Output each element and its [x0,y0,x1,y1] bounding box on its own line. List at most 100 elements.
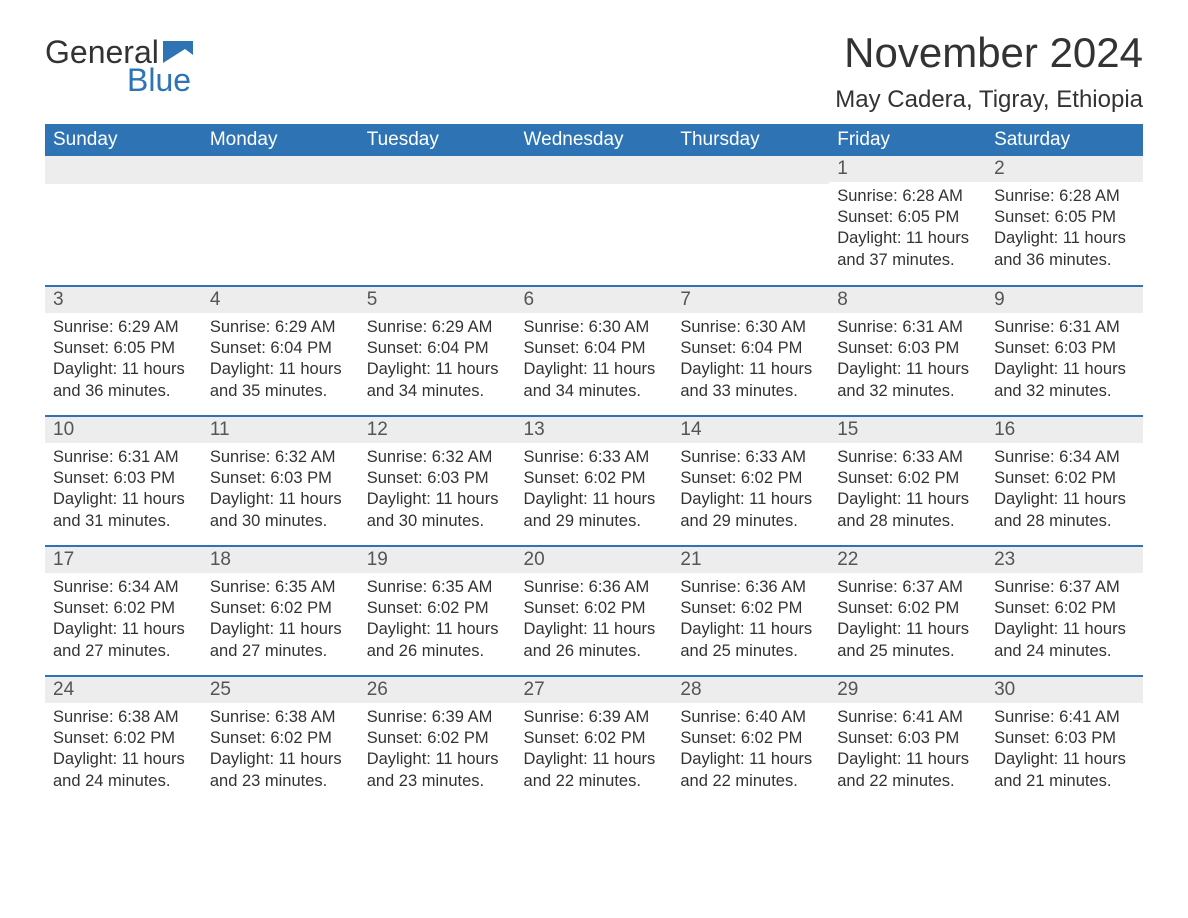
calendar-day-cell: 26Sunrise: 6:39 AMSunset: 6:02 PMDayligh… [359,676,516,806]
calendar-day-cell: 23Sunrise: 6:37 AMSunset: 6:02 PMDayligh… [986,546,1143,676]
calendar-day-cell: 17Sunrise: 6:34 AMSunset: 6:02 PMDayligh… [45,546,202,676]
daylight-line: Daylight: 11 hours and 27 minutes. [53,619,194,661]
day-details: Sunrise: 6:32 AMSunset: 6:03 PMDaylight:… [202,443,359,539]
day-number: 13 [516,417,673,443]
sunrise-line: Sunrise: 6:37 AM [994,577,1135,598]
sunset-line: Sunset: 6:02 PM [524,598,665,619]
day-number: 9 [986,287,1143,313]
sunrise-line: Sunrise: 6:41 AM [994,707,1135,728]
daylight-line: Daylight: 11 hours and 30 minutes. [210,489,351,531]
sunrise-line: Sunrise: 6:38 AM [53,707,194,728]
sunset-line: Sunset: 6:03 PM [210,468,351,489]
sunset-line: Sunset: 6:02 PM [524,728,665,749]
day-number: 1 [829,156,986,182]
sunset-line: Sunset: 6:02 PM [994,598,1135,619]
empty-day-bar [672,156,829,184]
sunset-line: Sunset: 6:03 PM [994,338,1135,359]
sunset-line: Sunset: 6:02 PM [680,598,821,619]
day-number: 10 [45,417,202,443]
calendar-week-row: 3Sunrise: 6:29 AMSunset: 6:05 PMDaylight… [45,286,1143,416]
sunrise-line: Sunrise: 6:36 AM [680,577,821,598]
sunrise-line: Sunrise: 6:30 AM [524,317,665,338]
sunset-line: Sunset: 6:02 PM [524,468,665,489]
day-details: Sunrise: 6:39 AMSunset: 6:02 PMDaylight:… [516,703,673,799]
daylight-line: Daylight: 11 hours and 22 minutes. [524,749,665,791]
calendar-week-row: 24Sunrise: 6:38 AMSunset: 6:02 PMDayligh… [45,676,1143,806]
sunrise-line: Sunrise: 6:32 AM [210,447,351,468]
daylight-line: Daylight: 11 hours and 25 minutes. [680,619,821,661]
weekday-header: Tuesday [359,124,516,156]
daylight-line: Daylight: 11 hours and 22 minutes. [680,749,821,791]
day-details: Sunrise: 6:38 AMSunset: 6:02 PMDaylight:… [202,703,359,799]
sunrise-line: Sunrise: 6:40 AM [680,707,821,728]
day-details: Sunrise: 6:31 AMSunset: 6:03 PMDaylight:… [986,313,1143,409]
day-details: Sunrise: 6:28 AMSunset: 6:05 PMDaylight:… [986,182,1143,278]
day-details: Sunrise: 6:37 AMSunset: 6:02 PMDaylight:… [986,573,1143,669]
sunrise-line: Sunrise: 6:33 AM [524,447,665,468]
empty-day-bar [202,156,359,184]
sunrise-line: Sunrise: 6:36 AM [524,577,665,598]
calendar-day-cell: 29Sunrise: 6:41 AMSunset: 6:03 PMDayligh… [829,676,986,806]
sunrise-line: Sunrise: 6:38 AM [210,707,351,728]
header: General Blue November 2024 May Cadera, T… [45,30,1143,114]
daylight-line: Daylight: 11 hours and 28 minutes. [994,489,1135,531]
calendar-day-cell: 8Sunrise: 6:31 AMSunset: 6:03 PMDaylight… [829,286,986,416]
sunset-line: Sunset: 6:03 PM [837,728,978,749]
daylight-line: Daylight: 11 hours and 27 minutes. [210,619,351,661]
day-number: 30 [986,677,1143,703]
daylight-line: Daylight: 11 hours and 36 minutes. [53,359,194,401]
sunrise-line: Sunrise: 6:31 AM [837,317,978,338]
sunset-line: Sunset: 6:05 PM [53,338,194,359]
logo-text-blue: Blue [45,64,191,96]
daylight-line: Daylight: 11 hours and 32 minutes. [994,359,1135,401]
calendar-day-cell: 10Sunrise: 6:31 AMSunset: 6:03 PMDayligh… [45,416,202,546]
calendar-day-cell [516,156,673,286]
calendar-day-cell: 14Sunrise: 6:33 AMSunset: 6:02 PMDayligh… [672,416,829,546]
day-number: 14 [672,417,829,443]
daylight-line: Daylight: 11 hours and 34 minutes. [524,359,665,401]
day-details: Sunrise: 6:38 AMSunset: 6:02 PMDaylight:… [45,703,202,799]
day-number: 18 [202,547,359,573]
sunrise-line: Sunrise: 6:35 AM [367,577,508,598]
sunrise-line: Sunrise: 6:41 AM [837,707,978,728]
day-details: Sunrise: 6:29 AMSunset: 6:05 PMDaylight:… [45,313,202,409]
day-number: 19 [359,547,516,573]
sunrise-line: Sunrise: 6:37 AM [837,577,978,598]
day-details: Sunrise: 6:33 AMSunset: 6:02 PMDaylight:… [516,443,673,539]
sunset-line: Sunset: 6:02 PM [210,728,351,749]
sunset-line: Sunset: 6:03 PM [837,338,978,359]
calendar-day-cell: 13Sunrise: 6:33 AMSunset: 6:02 PMDayligh… [516,416,673,546]
day-number: 16 [986,417,1143,443]
sunrise-line: Sunrise: 6:31 AM [994,317,1135,338]
sunset-line: Sunset: 6:02 PM [53,728,194,749]
calendar-day-cell: 11Sunrise: 6:32 AMSunset: 6:03 PMDayligh… [202,416,359,546]
month-title: November 2024 [835,30,1143,76]
sunset-line: Sunset: 6:05 PM [837,207,978,228]
sunset-line: Sunset: 6:03 PM [53,468,194,489]
calendar-week-row: 10Sunrise: 6:31 AMSunset: 6:03 PMDayligh… [45,416,1143,546]
daylight-line: Daylight: 11 hours and 25 minutes. [837,619,978,661]
calendar-day-cell: 20Sunrise: 6:36 AMSunset: 6:02 PMDayligh… [516,546,673,676]
weekday-header: Wednesday [516,124,673,156]
day-details: Sunrise: 6:35 AMSunset: 6:02 PMDaylight:… [202,573,359,669]
sunset-line: Sunset: 6:04 PM [680,338,821,359]
sunset-line: Sunset: 6:02 PM [837,468,978,489]
sunrise-line: Sunrise: 6:29 AM [367,317,508,338]
sunrise-line: Sunrise: 6:39 AM [524,707,665,728]
day-details: Sunrise: 6:30 AMSunset: 6:04 PMDaylight:… [672,313,829,409]
calendar-day-cell [359,156,516,286]
day-details: Sunrise: 6:31 AMSunset: 6:03 PMDaylight:… [829,313,986,409]
sunset-line: Sunset: 6:02 PM [680,728,821,749]
daylight-line: Daylight: 11 hours and 37 minutes. [837,228,978,270]
calendar-day-cell [672,156,829,286]
daylight-line: Daylight: 11 hours and 30 minutes. [367,489,508,531]
weekday-header: Thursday [672,124,829,156]
calendar-day-cell [45,156,202,286]
day-details: Sunrise: 6:36 AMSunset: 6:02 PMDaylight:… [672,573,829,669]
day-details: Sunrise: 6:34 AMSunset: 6:02 PMDaylight:… [45,573,202,669]
calendar-day-cell: 24Sunrise: 6:38 AMSunset: 6:02 PMDayligh… [45,676,202,806]
logo: General Blue [45,30,193,96]
day-number: 3 [45,287,202,313]
weekday-header: Friday [829,124,986,156]
sunrise-line: Sunrise: 6:30 AM [680,317,821,338]
